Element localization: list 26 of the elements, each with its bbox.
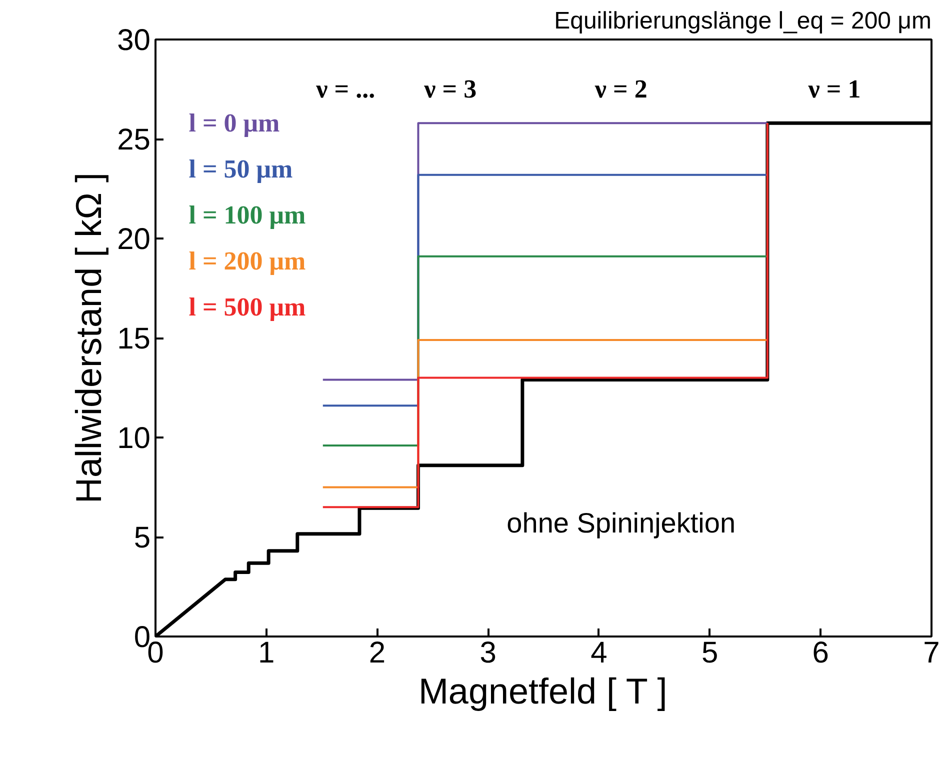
y-tick-label: 20 — [117, 223, 151, 256]
annotation: ν = 3 — [423, 74, 477, 104]
x-axis-title: Magnetfeld [ T ] — [418, 670, 668, 712]
y-tick-label: 25 — [117, 124, 151, 156]
y-axis-title: Hallwiderstand [ kΩ ] — [68, 172, 110, 504]
x-tick-label: 4 — [590, 636, 608, 670]
annotation: ν = 2 — [594, 74, 648, 104]
x-tick-label: 7 — [923, 636, 940, 670]
x-tick-label: 2 — [368, 636, 386, 670]
x-tick-label: 1 — [258, 636, 275, 670]
annotation: ν = ... — [315, 74, 376, 104]
annotation: ohne Spininjektion — [506, 508, 736, 539]
y-tick-label: 10 — [117, 422, 151, 455]
text: l = 0 μm — [188, 108, 280, 138]
x-tick-label: 6 — [812, 636, 829, 670]
x-tick-label: 3 — [480, 636, 496, 670]
annotation: ν = 1 — [807, 74, 861, 104]
chart-title: Equilibrierungslänge l_eq = 200 μm — [554, 8, 932, 34]
x-tick-label: 5 — [701, 636, 718, 670]
text: l = 100 μm — [188, 200, 306, 230]
y-tick-label: 15 — [117, 322, 151, 356]
text: l = 200 μm — [188, 246, 306, 276]
y-tick-label: 5 — [134, 522, 151, 554]
text: l = 50 μm — [188, 154, 294, 184]
y-tick-label: 30 — [117, 24, 151, 57]
text: l = 500 μm — [188, 292, 306, 322]
